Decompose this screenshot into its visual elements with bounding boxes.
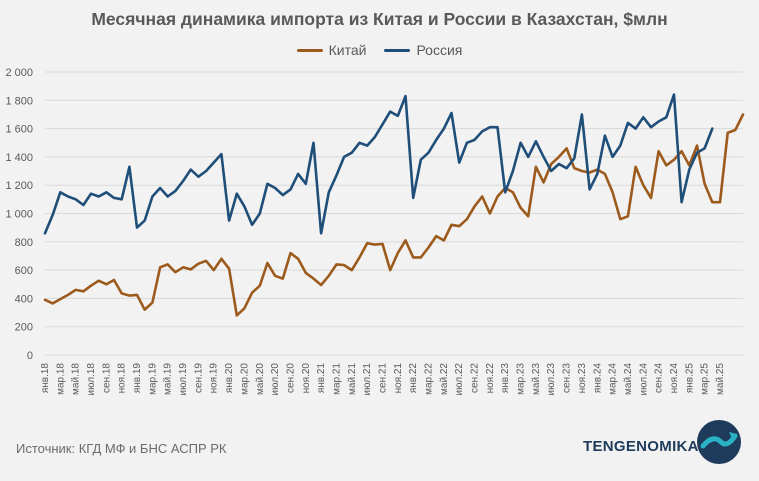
- y-tick-label: 1 200: [5, 180, 33, 192]
- y-tick-label: 600: [15, 265, 33, 277]
- legend-swatch-russia: [384, 48, 411, 52]
- x-tick-label: ноя.20: [301, 363, 312, 394]
- x-tick-label: июл.21: [362, 363, 373, 396]
- x-tick-label: июл.24: [638, 363, 649, 396]
- y-tick-label: 800: [15, 237, 33, 249]
- x-tick-label: мар.24: [608, 363, 619, 395]
- x-tick-label: сен.23: [562, 363, 573, 393]
- x-tick-label: июл.20: [270, 363, 281, 396]
- x-tick-label: янв.19: [132, 363, 143, 394]
- x-tick-label: июл.18: [86, 363, 97, 396]
- x-tick-label: янв.20: [224, 363, 235, 394]
- x-tick-label: сен.19: [193, 363, 204, 393]
- x-tick-label: май.22: [439, 363, 450, 395]
- x-tick-label: мар.21: [331, 363, 342, 395]
- x-tick-label: июл.23: [546, 363, 557, 396]
- x-tick-label: сен.24: [654, 363, 665, 393]
- x-tick-label: ноя.18: [117, 363, 128, 394]
- y-tick-label: 1 800: [5, 95, 33, 107]
- x-tick-label: мар.25: [700, 363, 711, 395]
- x-tick-label: янв.25: [684, 363, 695, 394]
- x-tick-label: ноя.19: [209, 363, 220, 394]
- x-tick-label: мар.19: [147, 363, 158, 395]
- y-tick-label: 1 600: [5, 124, 33, 136]
- series-line-china: [43, 113, 745, 317]
- source-note: Источник: КГД МФ и БНС АСПР РК: [16, 441, 227, 456]
- x-tick-label: сен.22: [470, 363, 481, 393]
- x-tick-label: мар.23: [516, 363, 527, 395]
- x-tick-label: май.21: [347, 363, 358, 395]
- series-line-russia: [43, 93, 714, 235]
- x-tick-label: янв.22: [408, 363, 419, 394]
- brand-name: TENGENOMIKA: [583, 438, 699, 455]
- y-tick-label: 400: [15, 293, 33, 305]
- legend: Китай Россия: [0, 42, 759, 58]
- y-tick-label: 200: [15, 322, 33, 334]
- legend-item-china: Китай: [296, 42, 367, 58]
- tengenomika-logo-icon: [697, 420, 741, 464]
- legend-label-russia: Россия: [416, 42, 463, 58]
- y-tick-label: 2 000: [5, 67, 33, 79]
- legend-label-china: Китай: [328, 42, 367, 58]
- x-tick-label: ноя.23: [577, 363, 588, 394]
- x-tick-label: сен.20: [285, 363, 296, 393]
- legend-swatch-china: [296, 48, 323, 52]
- x-tick-label: май.20: [255, 363, 266, 395]
- x-tick-label: мар.22: [424, 363, 435, 395]
- y-tick-label: 1 000: [5, 209, 33, 221]
- x-tick-label: ноя.22: [485, 363, 496, 394]
- legend-item-russia: Россия: [384, 42, 462, 58]
- x-tick-label: мар.20: [239, 363, 250, 395]
- x-tick-label: янв.18: [40, 363, 51, 394]
- x-tick-label: ноя.21: [393, 363, 404, 394]
- chart-title: Месячная динамика импорта из Китая и Рос…: [91, 9, 668, 29]
- x-tick-label: янв.21: [316, 363, 327, 394]
- x-tick-label: сен.21: [377, 363, 388, 393]
- x-tick-label: сен.18: [101, 363, 112, 393]
- x-tick-label: май.24: [623, 363, 634, 395]
- x-tick-label: ноя.24: [669, 363, 680, 394]
- y-tick-label: 0: [27, 350, 33, 362]
- x-tick-label: мар.18: [55, 363, 66, 395]
- x-tick-label: янв.23: [500, 363, 511, 394]
- x-tick-label: май.23: [531, 363, 542, 395]
- x-tick-label: янв.24: [592, 363, 603, 394]
- x-tick-label: май.19: [163, 363, 174, 395]
- y-tick-label: 1 400: [5, 152, 33, 164]
- x-tick-label: май.18: [71, 363, 82, 395]
- x-tick-label: июл.19: [178, 363, 189, 396]
- x-tick-label: май.25: [715, 363, 726, 395]
- x-tick-label: июл.22: [454, 363, 465, 396]
